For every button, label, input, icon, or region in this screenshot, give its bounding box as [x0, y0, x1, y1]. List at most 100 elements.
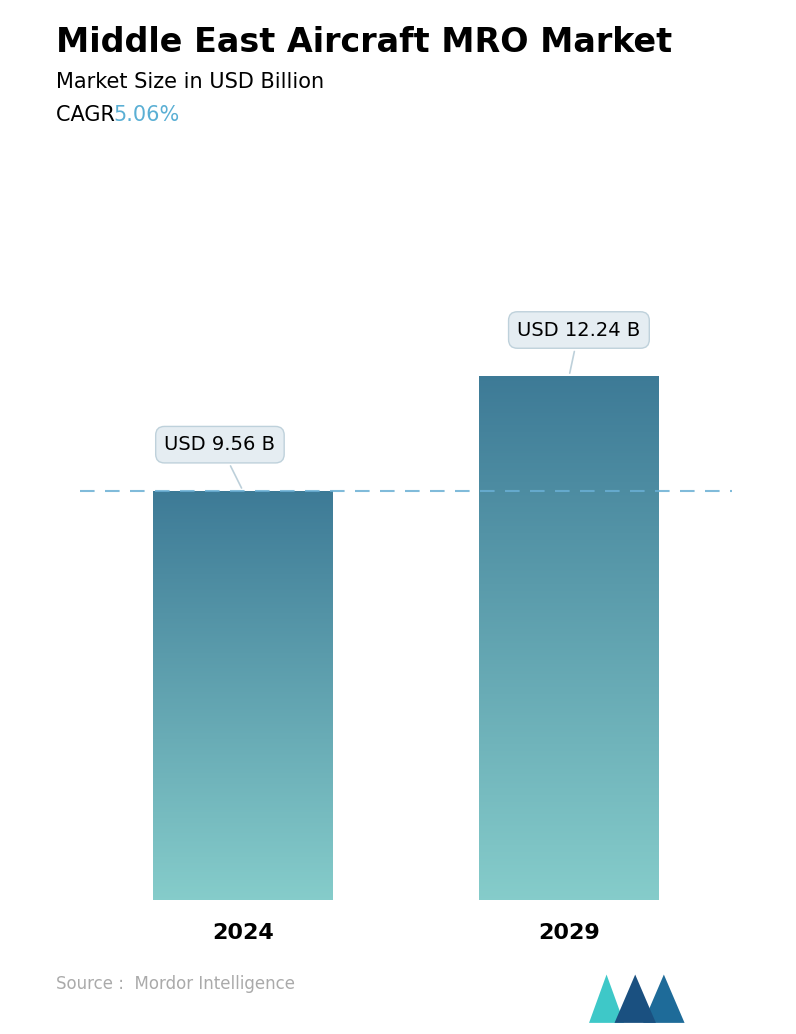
Bar [479, 600, 659, 601]
Bar [479, 849, 659, 851]
Bar [479, 468, 659, 470]
Bar [479, 734, 659, 735]
Bar [153, 835, 333, 837]
Bar [479, 585, 659, 587]
Bar [479, 864, 659, 866]
Bar [479, 699, 659, 701]
Bar [153, 860, 333, 861]
Bar [479, 701, 659, 702]
Bar [479, 433, 659, 435]
Bar [479, 729, 659, 730]
Bar [153, 849, 333, 851]
Bar [479, 540, 659, 542]
Bar [153, 879, 333, 881]
Bar [479, 889, 659, 891]
Bar [153, 886, 333, 887]
Bar [479, 892, 659, 894]
Bar [153, 729, 333, 730]
Bar [479, 526, 659, 527]
Bar [479, 383, 659, 385]
Bar [153, 622, 333, 625]
Bar [479, 891, 659, 892]
Bar [153, 631, 333, 633]
Bar [479, 739, 659, 740]
Bar [153, 725, 333, 727]
Bar [479, 791, 659, 793]
Bar [153, 888, 333, 890]
Bar [153, 573, 333, 574]
Bar [153, 899, 333, 900]
Bar [153, 578, 333, 579]
Bar [479, 583, 659, 585]
Bar [153, 599, 333, 600]
Bar [479, 595, 659, 596]
Bar [153, 704, 333, 706]
Bar [479, 662, 659, 664]
Bar [153, 657, 333, 659]
Bar [479, 818, 659, 819]
Bar [153, 526, 333, 527]
Bar [479, 821, 659, 823]
Bar [153, 678, 333, 680]
Bar [153, 734, 333, 736]
Bar [153, 875, 333, 877]
Bar [479, 851, 659, 852]
Bar [479, 484, 659, 486]
Bar [153, 591, 333, 592]
Bar [479, 432, 659, 433]
Bar [153, 840, 333, 841]
Bar [153, 738, 333, 740]
Bar [479, 874, 659, 875]
Bar [479, 507, 659, 509]
Bar [153, 633, 333, 634]
Bar [153, 733, 333, 734]
Bar [479, 659, 659, 661]
Bar [479, 768, 659, 770]
Bar [479, 837, 659, 839]
Bar [479, 631, 659, 633]
Bar [479, 808, 659, 809]
Bar [479, 732, 659, 734]
Bar [153, 837, 333, 839]
Bar [153, 721, 333, 723]
Text: 5.06%: 5.06% [113, 105, 179, 125]
Bar [479, 882, 659, 884]
Bar [479, 695, 659, 697]
Bar [479, 645, 659, 646]
Bar [153, 614, 333, 616]
Bar [479, 512, 659, 514]
Bar [479, 624, 659, 626]
Bar [479, 887, 659, 889]
Bar [479, 753, 659, 755]
Bar [479, 788, 659, 790]
Bar [153, 686, 333, 687]
Bar [479, 813, 659, 814]
Bar [479, 438, 659, 440]
Bar [479, 603, 659, 605]
Bar [479, 504, 659, 505]
Bar [479, 397, 659, 398]
Polygon shape [589, 974, 624, 1023]
Bar [153, 561, 333, 562]
Bar [479, 803, 659, 805]
Bar [479, 780, 659, 781]
Bar [479, 831, 659, 833]
Bar [479, 856, 659, 857]
Bar [153, 785, 333, 787]
Bar [153, 814, 333, 815]
Bar [153, 864, 333, 865]
Bar [479, 575, 659, 577]
Bar [479, 570, 659, 572]
Bar [479, 577, 659, 578]
Bar [479, 519, 659, 521]
Bar [153, 708, 333, 710]
Bar [479, 410, 659, 413]
Bar [153, 801, 333, 802]
Bar [153, 854, 333, 856]
Bar [153, 805, 333, 807]
Bar [479, 765, 659, 767]
Bar [479, 449, 659, 451]
Bar [479, 712, 659, 714]
Bar [153, 797, 333, 798]
Bar [153, 884, 333, 886]
